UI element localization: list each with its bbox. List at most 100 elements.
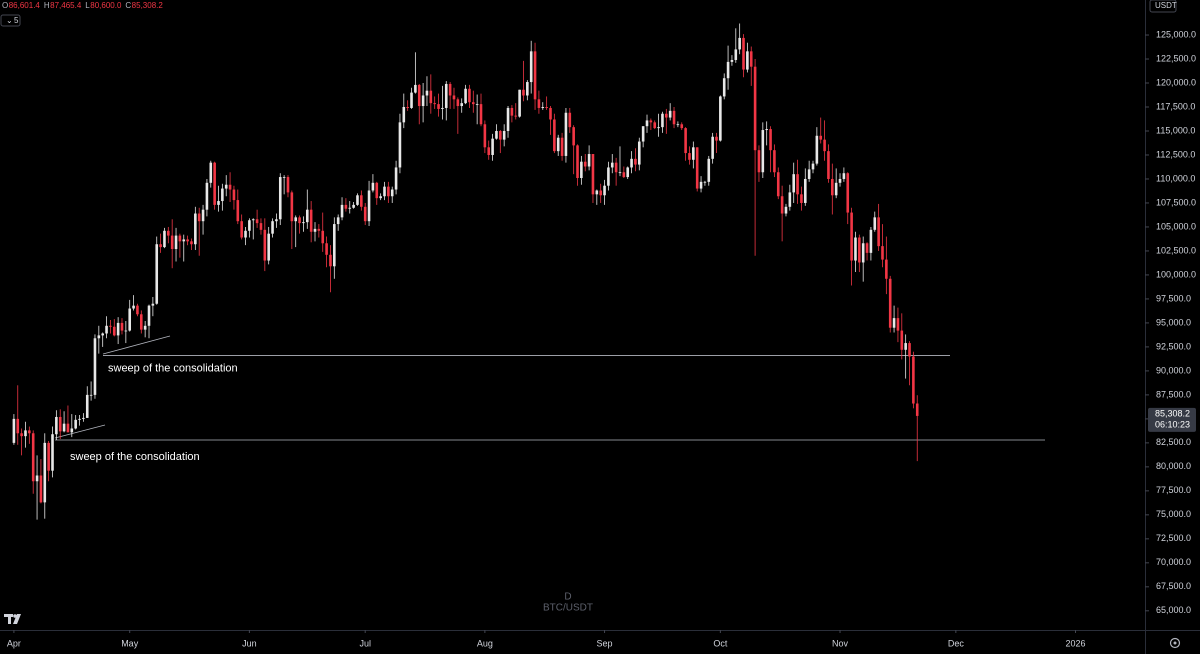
candle-body: [390, 189, 394, 197]
y-tick-label: 70,000.0: [1156, 557, 1191, 567]
candle-body: [518, 89, 521, 117]
candle-body: [599, 190, 602, 196]
candle-body: [425, 90, 429, 96]
candle-body: [348, 207, 352, 209]
x-tick-label: Jul: [359, 638, 371, 648]
currency-box[interactable]: [1149, 0, 1177, 13]
candle-body: [522, 89, 525, 96]
candle-body: [603, 185, 606, 196]
ohlc-key: L: [85, 1, 90, 10]
candle-body: [182, 239, 186, 242]
candle-body: [340, 204, 344, 218]
candle-body: [695, 147, 699, 189]
candle-body: [580, 161, 583, 179]
candle-body: [24, 430, 27, 437]
candle-body: [128, 308, 132, 331]
candle-body: [47, 442, 50, 471]
candle-body: [568, 112, 572, 128]
candle-body: [333, 224, 336, 267]
candle-body: [224, 184, 228, 189]
candle-body: [815, 135, 819, 164]
candle-body: [433, 103, 436, 105]
candle-body: [885, 259, 888, 279]
candle-body: [255, 219, 259, 224]
candle-body: [668, 110, 672, 118]
candle-body: [653, 122, 657, 129]
candle-body: [707, 158, 711, 182]
candle-body: [726, 61, 730, 79]
candle-body: [838, 178, 842, 183]
candle-body: [711, 136, 714, 159]
candle-body: [657, 127, 660, 129]
candle-body: [178, 235, 182, 242]
candle-body: [186, 239, 189, 242]
candle-body: [703, 181, 707, 183]
candle-body: [877, 217, 880, 247]
candle-body: [665, 113, 668, 118]
x-tick-label: Oct: [713, 638, 728, 648]
x-tick-label: Dec: [948, 638, 965, 648]
candle-body: [487, 147, 491, 155]
candle-body: [618, 172, 622, 174]
candle-body: [70, 428, 74, 433]
settings-icon[interactable]: [1169, 637, 1181, 649]
candle-body: [533, 51, 537, 100]
ohlc-value: 80,600.0: [90, 1, 122, 10]
candle-body: [325, 243, 328, 255]
candle-body: [213, 162, 216, 205]
candle-body: [163, 230, 166, 248]
candle-body: [317, 228, 321, 231]
candle-body: [823, 139, 826, 152]
candle-body: [167, 230, 170, 236]
candle-body: [776, 172, 780, 197]
candle-body: [684, 128, 687, 154]
y-tick-label: 67,500.0: [1156, 581, 1191, 591]
candle-body: [437, 104, 440, 109]
trend-line: [102, 335, 171, 355]
candle-body: [495, 130, 498, 139]
candle-body: [564, 112, 568, 156]
candle-body: [124, 330, 128, 332]
candle-body: [201, 209, 205, 222]
candle-body: [197, 213, 201, 222]
candle-body: [194, 213, 197, 245]
candle-body: [734, 49, 738, 60]
candle-body: [645, 120, 649, 127]
candle-body: [614, 162, 618, 173]
candle-body: [719, 96, 722, 141]
candle-body: [661, 113, 664, 128]
candle-body: [475, 104, 479, 105]
candle-body: [74, 419, 77, 429]
candle-body: [510, 107, 514, 116]
ohlc-header: O 86,601.4 H 87,465.4 L 80,600.0 C 85,308.2: [2, 1, 163, 10]
candle-body: [587, 154, 591, 167]
candle-body: [421, 95, 425, 107]
candle-body: [788, 192, 792, 207]
candle-body: [336, 217, 340, 225]
candle-body: [607, 167, 610, 186]
candle-body: [441, 107, 444, 109]
candle-body: [367, 190, 371, 222]
candle-body: [850, 212, 853, 261]
countdown: 06:10:23: [1155, 419, 1190, 429]
candle-body: [904, 343, 907, 350]
candle-body: [248, 220, 251, 231]
candle-body: [784, 206, 788, 214]
candle-body: [82, 417, 85, 419]
candle-body: [267, 233, 270, 261]
candle-body: [286, 177, 290, 193]
candle-body: [120, 322, 124, 331]
indicator-toggle[interactable]: [0, 14, 21, 27]
candle-body: [452, 95, 456, 100]
last-price: 85,308.2: [1155, 408, 1190, 418]
candle-body: [769, 129, 772, 151]
candle-body: [742, 37, 745, 70]
candle-body: [854, 237, 857, 261]
candle-body: [811, 163, 815, 170]
candle-body: [136, 305, 139, 315]
candle-body: [881, 246, 884, 260]
candle-body: [290, 192, 294, 222]
candle-body: [209, 162, 213, 183]
candle-body: [116, 322, 120, 336]
